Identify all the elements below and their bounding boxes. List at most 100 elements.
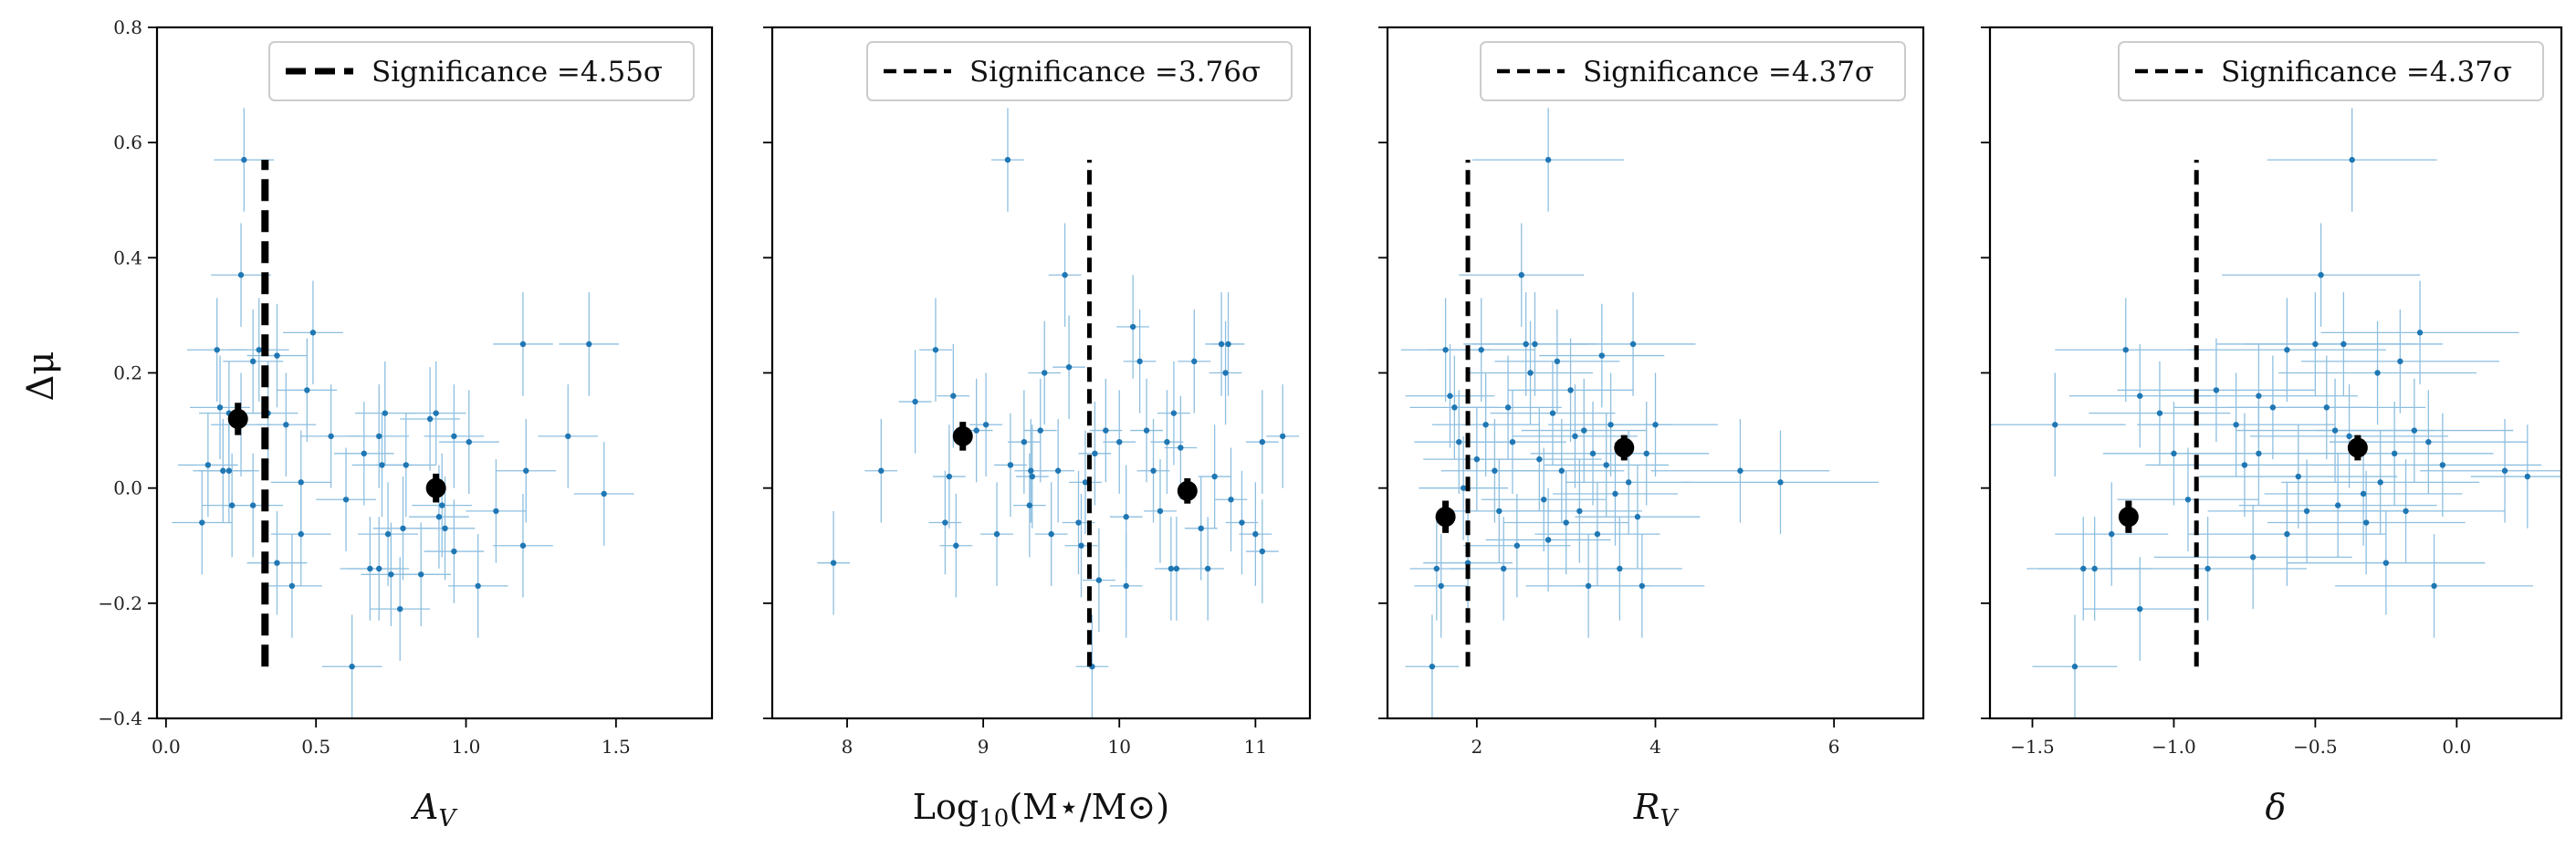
data-point bbox=[1589, 450, 1597, 457]
data-point bbox=[1527, 370, 1534, 376]
data-point bbox=[237, 272, 245, 278]
data-point bbox=[1473, 455, 1481, 463]
data-point bbox=[932, 347, 939, 353]
data-point bbox=[912, 398, 918, 405]
data-point bbox=[519, 340, 527, 348]
data-point bbox=[1218, 340, 1225, 348]
data-point bbox=[426, 415, 434, 423]
data-point bbox=[586, 340, 592, 348]
data-point bbox=[1123, 514, 1129, 520]
binned-mean-point bbox=[952, 425, 973, 446]
data-point bbox=[1612, 490, 1618, 497]
x-tick-label: 2 bbox=[1471, 736, 1482, 758]
data-point bbox=[2362, 519, 2370, 526]
data-point bbox=[2122, 347, 2129, 353]
data-point bbox=[1204, 565, 1211, 572]
data-point bbox=[298, 479, 304, 486]
data-point bbox=[2439, 462, 2446, 468]
x-tick-label: 8 bbox=[842, 736, 853, 758]
y-tick-label: 0.2 bbox=[113, 362, 142, 384]
data-point bbox=[2334, 502, 2341, 508]
y-tick-label: 0.6 bbox=[113, 131, 142, 153]
data-point bbox=[2349, 156, 2355, 163]
legend-box bbox=[2118, 41, 2544, 101]
data-point bbox=[1617, 565, 1623, 572]
x-tick-label: −0.5 bbox=[2293, 736, 2338, 758]
data-point bbox=[228, 502, 236, 508]
data-point bbox=[1170, 410, 1178, 416]
data-point bbox=[2318, 272, 2324, 278]
y-axis-label: Δμ bbox=[20, 351, 62, 402]
data-point bbox=[451, 433, 457, 440]
data-point bbox=[2071, 664, 2079, 670]
legend-label: Significance =4.55σ bbox=[372, 56, 663, 89]
data-point bbox=[2374, 370, 2381, 376]
data-point bbox=[442, 525, 448, 532]
data-point bbox=[1492, 467, 1498, 474]
data-point bbox=[328, 433, 334, 440]
data-point bbox=[2323, 404, 2330, 411]
data-point bbox=[1639, 582, 1646, 590]
data-point bbox=[1225, 340, 1231, 348]
y-tick-label: 0.0 bbox=[113, 477, 142, 499]
data-point bbox=[2204, 565, 2211, 572]
data-point bbox=[493, 508, 499, 515]
x-axis-label: RV bbox=[1633, 787, 1680, 832]
x-tick-label: −1.5 bbox=[2010, 736, 2055, 758]
data-point bbox=[1048, 530, 1054, 538]
data-point bbox=[1123, 582, 1129, 590]
data-point bbox=[1496, 508, 1503, 515]
data-point bbox=[1157, 508, 1164, 515]
data-point bbox=[2109, 530, 2115, 538]
data-point bbox=[1442, 347, 1449, 353]
y-tick-label: 0.4 bbox=[113, 246, 142, 268]
binned-mean-point bbox=[1614, 437, 1635, 458]
binned-mean-point bbox=[227, 408, 248, 429]
axes-frame bbox=[155, 26, 714, 720]
data-point bbox=[1279, 433, 1286, 440]
data-point bbox=[2377, 479, 2383, 486]
data-point bbox=[225, 467, 233, 474]
data-point bbox=[376, 433, 382, 440]
data-point bbox=[1037, 427, 1043, 434]
data-point bbox=[2233, 422, 2239, 428]
data-point bbox=[1259, 548, 1266, 555]
panel-stellar-mass: 8 9 10 11 Log10(M⋆/M⊙) Significance =3.76σ bbox=[763, 26, 1312, 832]
x-tick-label: 1.0 bbox=[452, 736, 481, 758]
data-point bbox=[274, 352, 280, 359]
data-point bbox=[1092, 450, 1098, 457]
data-point bbox=[2303, 508, 2310, 515]
data-point bbox=[1572, 433, 1578, 440]
data-point bbox=[2269, 404, 2277, 411]
data-point bbox=[1598, 352, 1606, 359]
data-point bbox=[1168, 565, 1175, 572]
data-point bbox=[2171, 450, 2177, 457]
data-point bbox=[2184, 497, 2192, 503]
data-point bbox=[2091, 565, 2098, 572]
legend-box bbox=[268, 41, 695, 101]
data-point bbox=[2250, 554, 2257, 560]
panel-delta: −1.5 −1.0 −0.5 0.0 δ Significance =4.37σ bbox=[1981, 26, 2563, 827]
data-point bbox=[2156, 410, 2163, 416]
data-point bbox=[1603, 462, 1609, 468]
data-point bbox=[1007, 462, 1014, 468]
data-point bbox=[1451, 404, 1458, 411]
y-tick-label: −0.2 bbox=[98, 592, 142, 614]
x-tick-label: 6 bbox=[1828, 736, 1840, 758]
data-point bbox=[1585, 582, 1592, 590]
data-point bbox=[403, 462, 409, 468]
data-point bbox=[2340, 340, 2347, 348]
data-point bbox=[1078, 542, 1084, 549]
data-point bbox=[2137, 605, 2143, 612]
data-point bbox=[1026, 502, 1033, 508]
data-point bbox=[1554, 358, 1561, 365]
data-point bbox=[1433, 565, 1440, 572]
data-point bbox=[1143, 427, 1150, 434]
data-point bbox=[1737, 467, 1744, 474]
data-point bbox=[433, 410, 439, 416]
data-point bbox=[2382, 560, 2390, 566]
legend-label: Significance =4.37σ bbox=[2221, 56, 2512, 89]
x-axis-label: δ bbox=[2266, 787, 2287, 827]
x-tick-label: 9 bbox=[978, 736, 990, 758]
